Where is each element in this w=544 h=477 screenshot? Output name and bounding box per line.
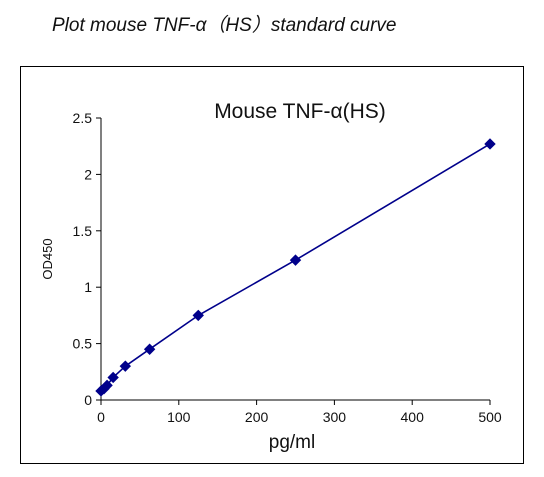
x-tick-label: 0 xyxy=(97,409,105,425)
data-point-marker xyxy=(119,360,132,372)
x-tick-label: 200 xyxy=(245,409,269,425)
data-point-marker xyxy=(107,371,119,384)
y-tick-label: 1.5 xyxy=(73,223,93,239)
chart-title: Mouse TNF-α(HS) xyxy=(214,100,386,123)
chart-frame xyxy=(20,66,524,464)
y-tick-label: 0.5 xyxy=(73,336,93,352)
y-tick-label: 1 xyxy=(84,279,92,295)
x-tick-label: 500 xyxy=(478,409,502,425)
x-tick-label: 100 xyxy=(167,409,191,425)
x-tick-label: 300 xyxy=(323,409,347,425)
y-tick-label: 2 xyxy=(84,166,92,182)
data-point-marker xyxy=(289,254,302,266)
page-title: Plot mouse TNF-α（HS）standard curve xyxy=(52,15,397,36)
data-point-marker xyxy=(484,138,496,150)
x-axis-title: pg/ml xyxy=(269,432,315,453)
data-point-marker xyxy=(192,309,204,322)
x-tick-label: 400 xyxy=(401,409,425,425)
data-point-marker xyxy=(101,379,113,392)
data-point-marker xyxy=(143,343,156,355)
y-tick-label: 2.5 xyxy=(73,110,93,126)
y-axis-title: OD450 xyxy=(40,238,55,279)
y-tick-label: 0 xyxy=(84,392,92,408)
curve-line xyxy=(100,143,491,392)
